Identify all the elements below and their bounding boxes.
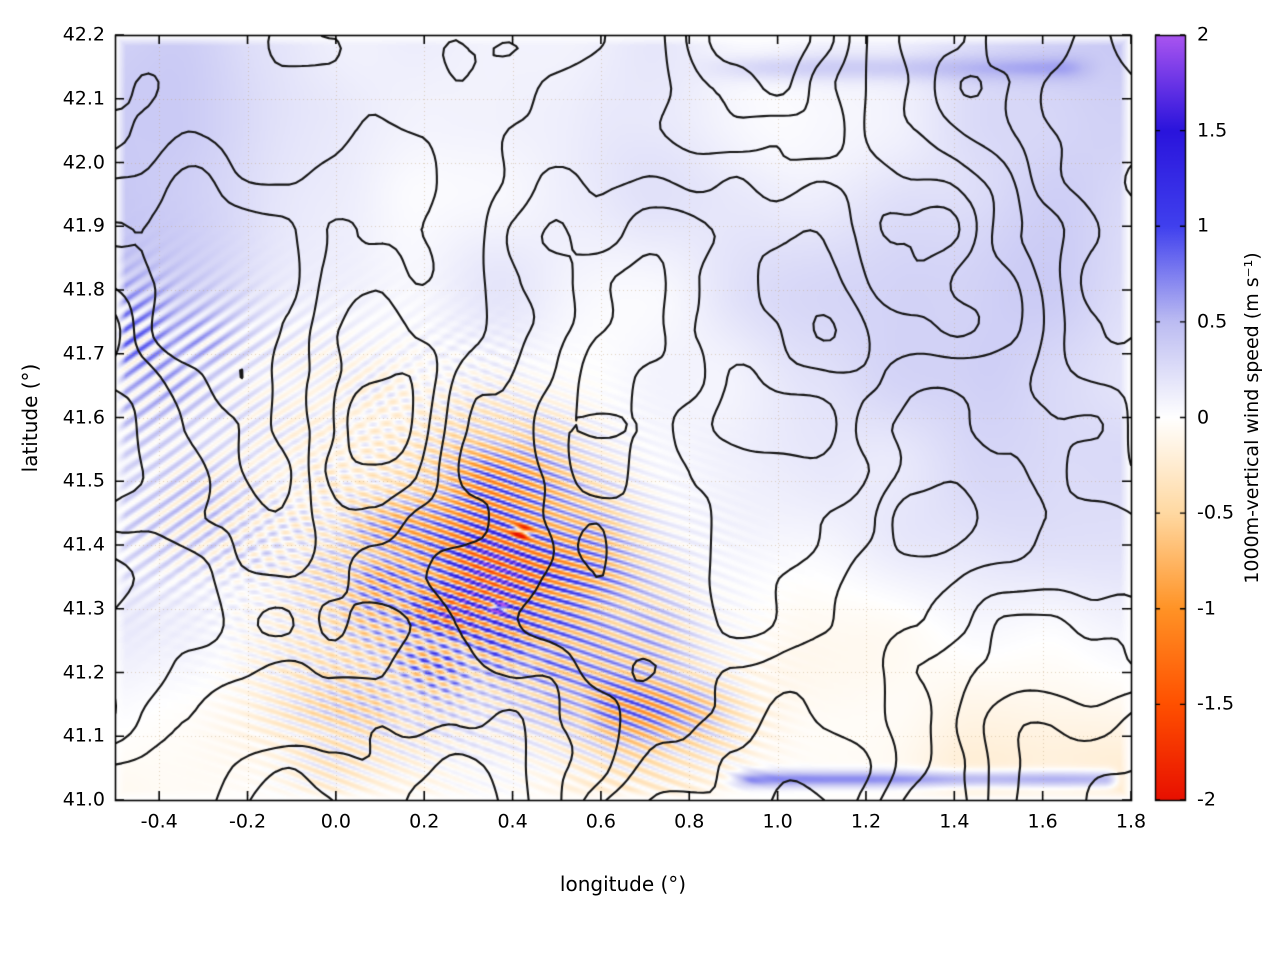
x-axis-title: longitude (°) [559, 872, 687, 896]
colorbar-title: 1000m-vertical wind speed (m s⁻¹) [1241, 252, 1263, 584]
y-axis-title: latitude (°) [18, 363, 42, 473]
